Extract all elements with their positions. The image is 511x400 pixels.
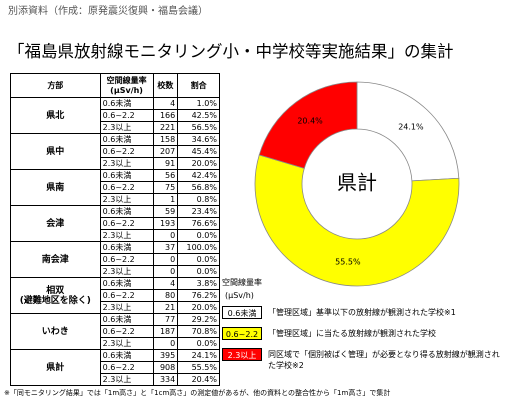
donut-label: 24.1% (398, 122, 424, 131)
legend-swatch: 2.3以上 (222, 348, 262, 361)
table-cell: 334 (152, 373, 179, 386)
table-row: 県南 0.6未満 56 42.4% (10, 169, 220, 206)
donut-segment (356, 81, 460, 182)
table-row: いわき 0.6未満 77 29.2% (10, 313, 220, 350)
legend-swatch: 0.6未満 (222, 306, 262, 319)
legend-unit: (μSv/h) (225, 291, 254, 300)
table-row: 2.3以上 0 0.0% (11, 337, 220, 350)
table-row: 0.6~2.2 75 56.8% (11, 181, 220, 194)
header-note: 別添資料（作成：原発震災復興・福島会議） (8, 6, 208, 17)
table-row: 相双 (避難地区を除く) 0.6未満 4 3.8% (10, 277, 220, 314)
donut-segment (258, 81, 358, 169)
donut-center: 県計 (337, 171, 377, 195)
donut-label: 55.5% (335, 257, 361, 266)
region-cell: 県計 (10, 349, 101, 386)
table-row: 2.3以上 334 20.4% (11, 373, 220, 386)
table-row: 2.3以上 0 0.0% (11, 229, 220, 242)
legend-swatch: 0.6~2.2 (222, 327, 262, 340)
table-row: 0.6~2.2 908 55.5% (11, 361, 220, 374)
table-row: 2.3以上 91 20.0% (11, 157, 220, 170)
column-header: 割合 (177, 73, 220, 98)
donut-segment (254, 154, 460, 287)
column-header: 方部 (10, 73, 101, 98)
region-cell: 南会津 (10, 241, 101, 278)
title: 「福島県放射線モニタリング小・中学校等実施結果」の集計 (8, 42, 454, 61)
legend-text: 「管理区域」基準以下の放射線が観測された学校※1 (268, 308, 456, 317)
legend-title: 空間線量率 (222, 278, 262, 287)
table-row: 0.6~2.2 193 76.6% (11, 217, 220, 230)
region-cell: 県中 (10, 133, 101, 170)
table-cell: 20.0% (177, 157, 220, 170)
donut-label: 20.4% (297, 117, 323, 126)
footnote: ※「同モニタリング結果」では「1m高さ」と「1cm高さ」の測定値があるが、他の資… (4, 389, 391, 397)
table-row: 0.6~2.2 0 0.0% (11, 253, 220, 266)
table-cell: 2.3以上 (99, 373, 154, 386)
table-row: 0.6~2.2 166 42.5% (11, 109, 220, 122)
region-cell: いわき (10, 313, 101, 350)
table-row: 2.3以上 21 20.0% (11, 301, 220, 314)
column-header: 空間線量率 (μSv/h) (99, 73, 154, 98)
table: 方部 空間線量率 (μSv/h) 校数 割合 県北 0.6未満 4 1.0% 0.6~2.2 16… (10, 73, 220, 386)
legend-text: 「管理区域」に当たる放射線が観測された学校 (268, 329, 436, 338)
table-row: 2.3以上 0 0.0% (11, 265, 220, 278)
region-cell: 会津 (10, 205, 101, 242)
region-cell: 県南 (10, 169, 101, 206)
table-row: 0.6~2.2 187 70.8% (11, 325, 220, 338)
table-cell: 20.4% (177, 373, 220, 386)
table-cell: 0.0% (177, 265, 220, 278)
legend-text: 同区域で「個別被ばく管理」が必要となり得る放射線が観測された学校※2 (268, 350, 500, 370)
table-row: 県中 0.6未満 158 34.6% (10, 133, 220, 170)
table-row: 南会津 0.6未満 37 100.0% (10, 241, 220, 278)
table-row: 会津 0.6未満 59 23.4% (10, 205, 220, 242)
table-row: 2.3以上 221 56.5% (11, 121, 220, 134)
